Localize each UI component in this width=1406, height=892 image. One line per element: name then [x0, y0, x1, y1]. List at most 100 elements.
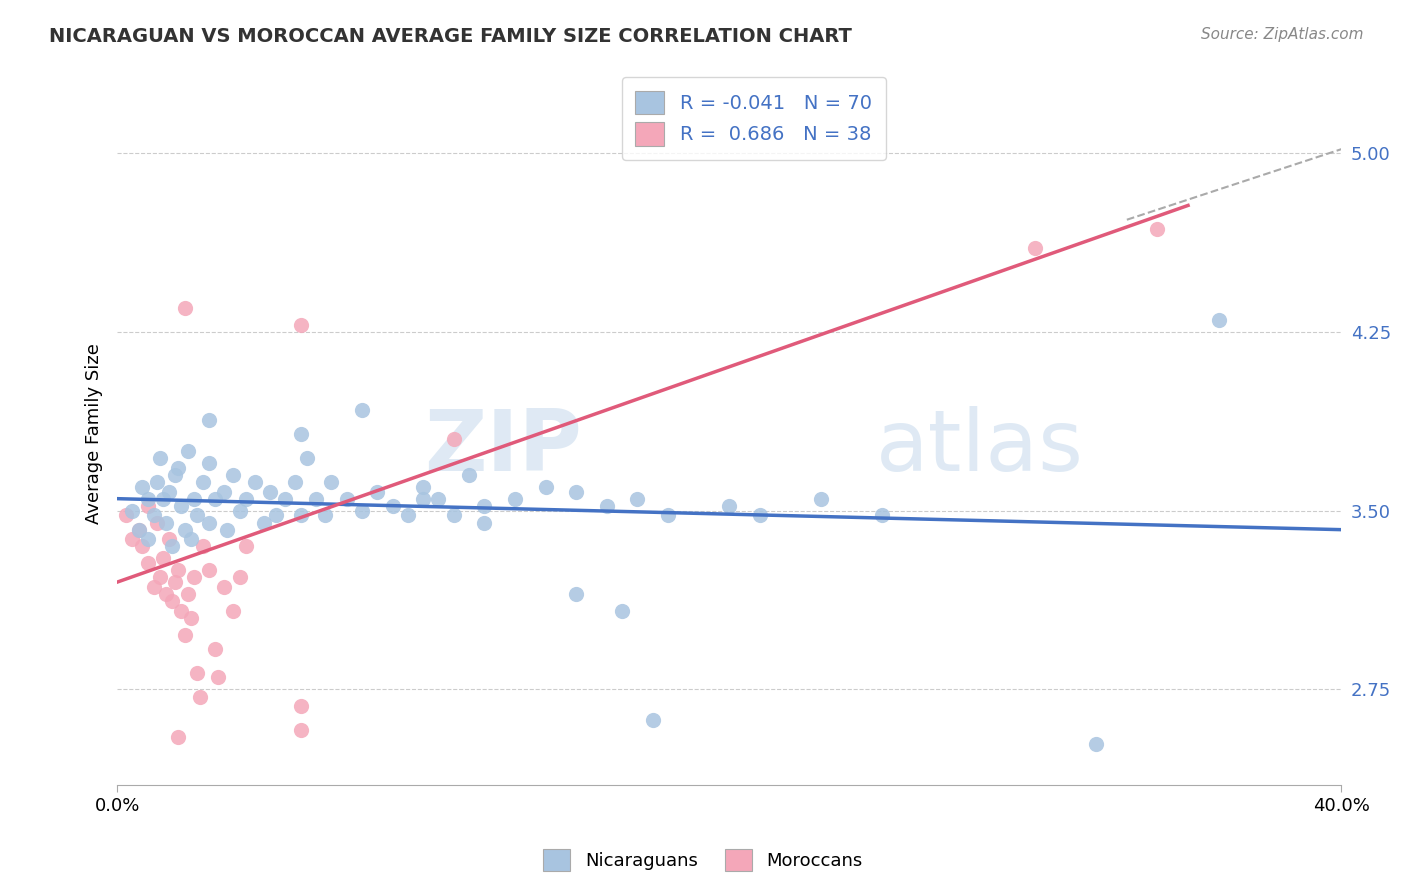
Point [186, 508, 208, 523]
Point [173, 301, 195, 315]
Point [146, 475, 169, 489]
Point [412, 480, 434, 494]
Point [657, 508, 679, 523]
Point [198, 456, 221, 470]
Point [204, 641, 226, 656]
Legend: Nicaraguans, Moroccans: Nicaraguans, Moroccans [536, 842, 870, 879]
Point [274, 491, 297, 506]
Point [503, 491, 526, 506]
Point [1146, 222, 1168, 236]
Point [183, 570, 205, 584]
Point [217, 523, 239, 537]
Point [472, 499, 495, 513]
Point [157, 532, 180, 546]
Point [222, 604, 245, 618]
Point [173, 523, 195, 537]
Point [284, 475, 307, 489]
Point [165, 467, 187, 482]
Point [180, 532, 202, 546]
Point [121, 503, 143, 517]
Point [136, 491, 159, 506]
Point [427, 491, 450, 506]
Point [290, 318, 312, 332]
Point [641, 714, 664, 728]
Point [222, 467, 245, 482]
Point [191, 475, 214, 489]
Point [350, 403, 373, 417]
Point [191, 539, 214, 553]
Point [228, 503, 250, 517]
Point [157, 484, 180, 499]
Point [243, 475, 266, 489]
Point [336, 491, 359, 506]
Point [121, 532, 143, 546]
Point [534, 480, 557, 494]
Text: ZIP: ZIP [425, 406, 582, 489]
Point [188, 690, 211, 704]
Point [176, 587, 198, 601]
Point [748, 508, 770, 523]
Point [136, 499, 159, 513]
Point [1085, 737, 1108, 751]
Point [565, 587, 588, 601]
Point [162, 594, 184, 608]
Point [290, 723, 312, 737]
Point [198, 413, 221, 427]
Point [152, 491, 174, 506]
Point [176, 444, 198, 458]
Point [155, 516, 177, 530]
Point [149, 451, 172, 466]
Point [155, 587, 177, 601]
Point [718, 499, 741, 513]
Point [136, 532, 159, 546]
Point [198, 563, 221, 577]
Point [131, 480, 153, 494]
Point [266, 508, 288, 523]
Point [207, 670, 229, 684]
Point [626, 491, 648, 506]
Point [146, 516, 169, 530]
Point [170, 499, 193, 513]
Point [152, 551, 174, 566]
Point [290, 699, 312, 714]
Point [128, 523, 150, 537]
Point [183, 491, 205, 506]
Point [610, 604, 633, 618]
Point [350, 503, 373, 517]
Point [198, 516, 221, 530]
Point [565, 484, 588, 499]
Point [162, 539, 184, 553]
Point [321, 475, 343, 489]
Text: Source: ZipAtlas.com: Source: ZipAtlas.com [1201, 27, 1364, 42]
Point [115, 508, 138, 523]
Point [165, 575, 187, 590]
Point [170, 604, 193, 618]
Point [186, 665, 208, 680]
Point [167, 730, 190, 744]
Point [259, 484, 281, 499]
Point [180, 611, 202, 625]
Y-axis label: Average Family Size: Average Family Size [86, 343, 103, 524]
Point [253, 516, 276, 530]
Point [396, 508, 419, 523]
Point [381, 499, 404, 513]
Legend: R = -0.041   N = 70, R =  0.686   N = 38: R = -0.041 N = 70, R = 0.686 N = 38 [621, 77, 886, 160]
Point [443, 508, 465, 523]
Point [235, 539, 257, 553]
Point [295, 451, 318, 466]
Point [810, 491, 832, 506]
Point [458, 467, 481, 482]
Point [167, 460, 190, 475]
Point [128, 523, 150, 537]
Point [314, 508, 336, 523]
Point [167, 563, 190, 577]
Point [173, 627, 195, 641]
Point [142, 580, 165, 594]
Text: NICARAGUAN VS MOROCCAN AVERAGE FAMILY SIZE CORRELATION CHART: NICARAGUAN VS MOROCCAN AVERAGE FAMILY SI… [49, 27, 852, 45]
Point [136, 556, 159, 570]
Point [290, 427, 312, 442]
Point [472, 516, 495, 530]
Point [149, 570, 172, 584]
Point [214, 580, 236, 594]
Text: atlas: atlas [876, 406, 1084, 489]
